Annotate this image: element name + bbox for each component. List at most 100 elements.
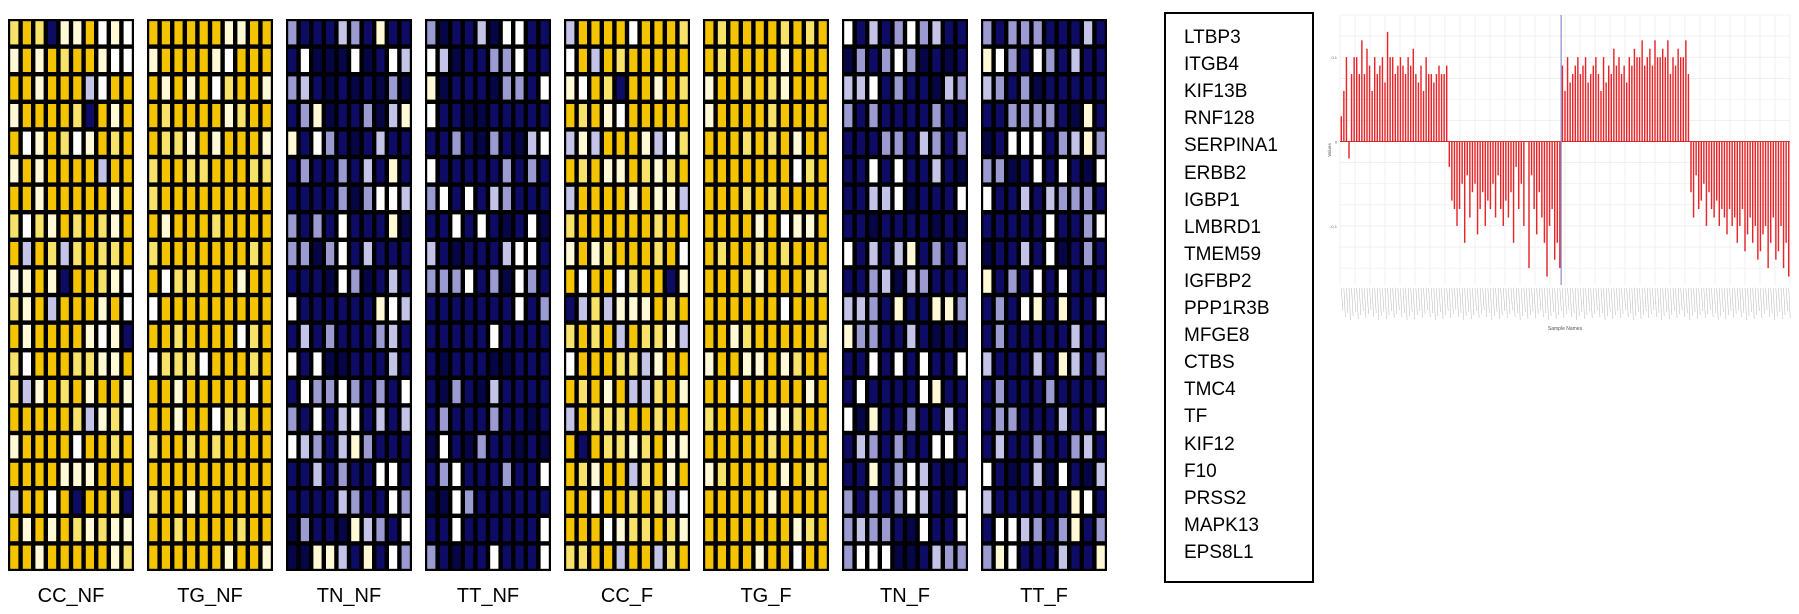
x-tick-label xyxy=(1641,287,1644,316)
heatmap-cell xyxy=(85,76,94,100)
heatmap-cell xyxy=(907,76,916,100)
heatmap-cell xyxy=(768,242,777,266)
heatmap-cell xyxy=(983,490,992,514)
x-tick-label xyxy=(1382,287,1385,313)
heatmap-cell xyxy=(869,352,878,376)
heatmap-cell xyxy=(641,269,650,293)
heatmap-cell xyxy=(161,490,170,514)
heatmap-cell xyxy=(250,545,259,569)
heatmap-cell xyxy=(515,518,524,542)
heatmap-cell xyxy=(73,104,82,128)
x-tick-label xyxy=(1397,287,1400,311)
heatmap-cell xyxy=(224,545,233,569)
bar xyxy=(1381,57,1384,142)
heatmap-cell xyxy=(995,186,1004,210)
heatmap-cell xyxy=(73,48,82,72)
heatmap-cell xyxy=(780,324,789,348)
heatmap-cell xyxy=(629,545,638,569)
heatmap-cell xyxy=(1033,131,1042,155)
heatmap-cell xyxy=(300,48,309,72)
heatmap-cell xyxy=(502,269,511,293)
heatmap-cell xyxy=(1096,324,1105,348)
heatmap-cell xyxy=(528,269,537,293)
heatmap-cell xyxy=(869,269,878,293)
heatmap-cell xyxy=(22,131,31,155)
heatmap-cell xyxy=(123,76,132,100)
bar xyxy=(1461,141,1463,184)
bar xyxy=(1348,141,1350,159)
heatmap-cell xyxy=(1021,352,1030,376)
heatmap-cell xyxy=(945,545,954,569)
x-tick-label xyxy=(1778,287,1781,313)
heatmap-cell xyxy=(515,352,524,376)
heatmap-cell xyxy=(60,352,69,376)
heatmap-cell xyxy=(844,21,853,45)
heatmap-cell xyxy=(705,545,714,569)
heatmap-cell xyxy=(376,214,385,238)
heatmap-cell xyxy=(641,48,650,72)
heatmap-cell xyxy=(1021,104,1030,128)
heatmap-cell xyxy=(515,269,524,293)
heatmap-cell xyxy=(313,76,322,100)
heatmap-cell xyxy=(528,21,537,45)
heatmap-cell xyxy=(111,214,120,238)
heatmap-cell xyxy=(540,435,549,459)
heatmap-cell xyxy=(818,435,827,459)
heatmap-cell xyxy=(856,407,865,431)
bar xyxy=(1474,141,1476,184)
heatmap-cell xyxy=(123,490,132,514)
heatmap-cell xyxy=(85,269,94,293)
heatmap-cell xyxy=(288,380,297,404)
heatmap-cell xyxy=(983,380,992,404)
heatmap-cell xyxy=(578,462,587,486)
heatmap-cell xyxy=(945,76,954,100)
bar xyxy=(1379,65,1381,142)
heatmap-cell xyxy=(1021,214,1030,238)
x-tick-label xyxy=(1623,287,1626,311)
x-tick-label xyxy=(1443,287,1446,316)
heatmap-cell xyxy=(641,76,650,100)
x-tick-label xyxy=(1677,287,1680,315)
heatmap-cell xyxy=(629,324,638,348)
heatmap-cell xyxy=(629,242,638,266)
bar xyxy=(1656,57,1659,142)
heatmap-cell xyxy=(10,76,19,100)
heatmap-cell xyxy=(730,324,739,348)
heatmap-cell xyxy=(1008,297,1017,321)
heatmap-cell xyxy=(957,242,966,266)
heatmap-cell xyxy=(48,269,57,293)
heatmap-cell xyxy=(490,324,499,348)
heatmap-cell xyxy=(161,324,170,348)
heatmap-cell xyxy=(389,407,398,431)
bar xyxy=(1386,31,1389,142)
heatmap-cell xyxy=(149,76,158,100)
heatmap-cell xyxy=(1008,407,1017,431)
heatmap-cell xyxy=(376,104,385,128)
heatmap-cell xyxy=(363,76,372,100)
bar xyxy=(1728,141,1731,210)
heatmap-cell xyxy=(566,545,575,569)
heatmap-cell xyxy=(187,131,196,155)
x-tick-label xyxy=(1374,287,1377,314)
heatmap-cell xyxy=(187,462,196,486)
x-tick-label xyxy=(1456,287,1459,318)
heatmap-cell xyxy=(351,297,360,321)
heatmap-cell xyxy=(1021,518,1030,542)
heatmap-cell xyxy=(250,21,259,45)
x-tick-label xyxy=(1472,287,1475,316)
x-tick-label xyxy=(1402,287,1405,314)
bar xyxy=(1523,141,1525,226)
x-tick-label xyxy=(1647,287,1650,319)
bar xyxy=(1595,57,1597,142)
heatmap-cell xyxy=(199,435,208,459)
gene-label: LMBRD1 xyxy=(1184,216,1262,238)
bar xyxy=(1358,74,1361,142)
heatmap-cell xyxy=(477,407,486,431)
heatmap-cell xyxy=(1084,518,1093,542)
heatmap-cell xyxy=(818,380,827,404)
heatmap-cell xyxy=(566,380,575,404)
heatmap-cell xyxy=(730,352,739,376)
heatmap-cell xyxy=(894,21,903,45)
heatmap-cell xyxy=(490,518,499,542)
heatmap-cell xyxy=(427,186,436,210)
